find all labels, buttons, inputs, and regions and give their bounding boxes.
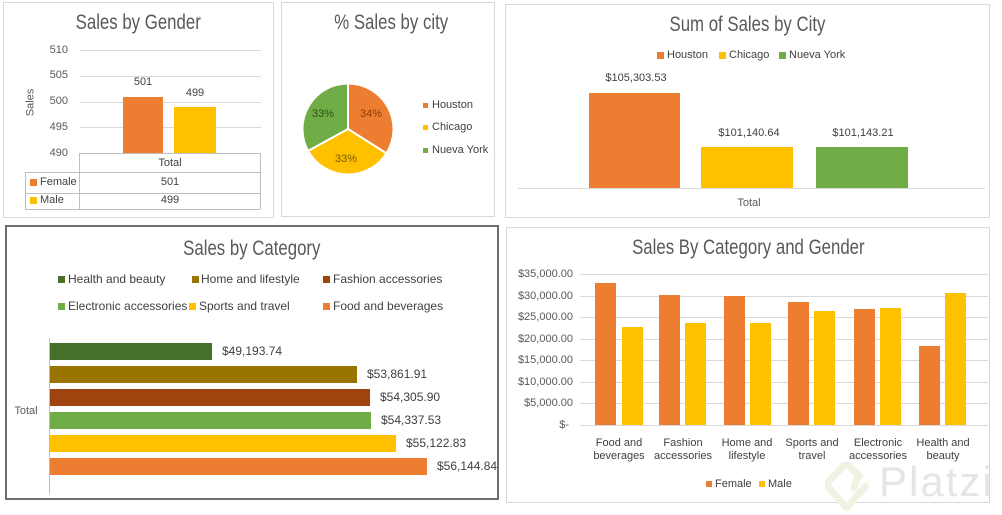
svg-text:Platzi: Platzi xyxy=(879,462,994,505)
